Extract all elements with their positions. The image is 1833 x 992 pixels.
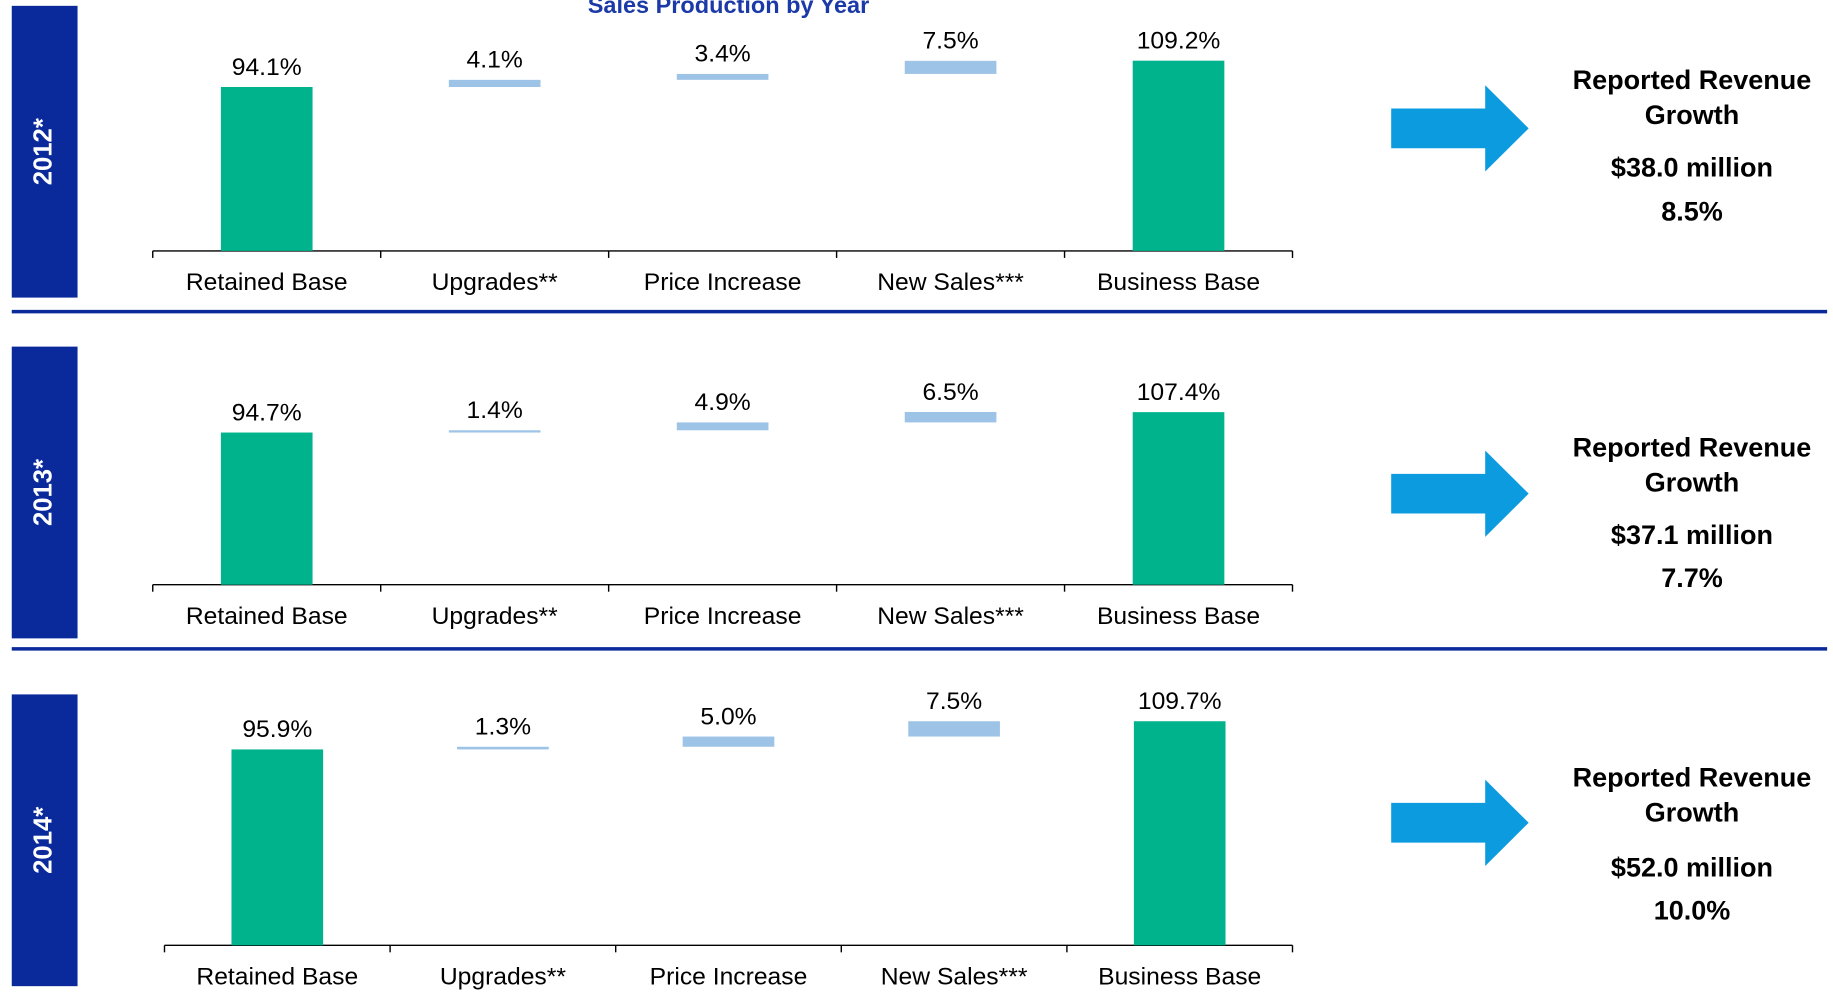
x-tick-label: Price Increase <box>644 603 802 630</box>
bar <box>682 736 775 747</box>
value-label: 4.9% <box>695 389 751 416</box>
x-tick-label: New Sales*** <box>877 603 1024 630</box>
annotation-percent: 10.0% <box>1654 896 1731 926</box>
bar <box>231 749 324 946</box>
value-label: 4.1% <box>467 47 523 74</box>
value-label: 109.2% <box>1137 28 1221 55</box>
bar <box>220 432 313 585</box>
value-label: 94.1% <box>232 54 302 81</box>
x-tick-label: Retained Base <box>186 603 348 630</box>
value-label: 5.0% <box>700 703 756 730</box>
annotation-heading: Reported Revenue <box>1573 65 1812 95</box>
x-tick-label: Price Increase <box>650 964 808 991</box>
bar <box>1133 721 1226 946</box>
arrow <box>1391 85 1529 172</box>
x-tick-label: Retained Base <box>186 269 348 296</box>
annotation-percent: 7.7% <box>1661 563 1723 593</box>
bar <box>1132 60 1225 251</box>
value-label: 1.4% <box>467 397 523 424</box>
annotation-heading: Growth <box>1645 467 1740 497</box>
annotation-percent: 8.5% <box>1661 197 1723 227</box>
value-label: 7.5% <box>926 688 982 715</box>
x-tick-label: Retained Base <box>196 964 358 991</box>
bar <box>220 86 313 251</box>
year-box <box>11 5 78 298</box>
x-tick-label: Upgrades** <box>432 603 559 630</box>
value-label: 94.7% <box>232 399 302 426</box>
annotation-heading: Reported Revenue <box>1573 432 1812 462</box>
x-tick-label: New Sales*** <box>877 269 1024 296</box>
bar <box>676 422 769 431</box>
x-tick-label: Business Base <box>1098 964 1261 991</box>
x-tick-label: Price Increase <box>644 269 802 296</box>
value-label: 95.9% <box>242 716 312 743</box>
bar <box>457 746 549 750</box>
year-label: 2014* <box>29 807 57 874</box>
chart-title: Sales Production by Year <box>588 0 870 18</box>
bar <box>904 411 997 423</box>
bar <box>1132 412 1225 585</box>
value-label: 107.4% <box>1137 379 1221 406</box>
annotation-heading: Growth <box>1645 100 1740 130</box>
year-label: 2013* <box>29 459 57 526</box>
x-tick-label: Business Base <box>1097 269 1260 296</box>
value-label: 7.5% <box>922 28 978 55</box>
x-tick-label: New Sales*** <box>881 964 1028 991</box>
value-label: 1.3% <box>475 714 531 741</box>
x-tick-label: Upgrades** <box>432 269 559 296</box>
annotation-heading: Growth <box>1645 798 1740 828</box>
year-box <box>11 694 78 987</box>
annotation-amount: $37.1 million <box>1611 520 1773 550</box>
arrow <box>1391 779 1529 866</box>
value-label: 3.4% <box>695 41 751 68</box>
year-box <box>11 346 78 639</box>
bar <box>908 721 1000 737</box>
value-label: 109.7% <box>1138 688 1222 715</box>
annotation-amount: $52.0 million <box>1611 853 1773 883</box>
bar <box>676 73 769 80</box>
bar <box>904 60 997 74</box>
bar <box>448 430 541 433</box>
year-label: 2012* <box>29 118 57 185</box>
annotation-amount: $38.0 million <box>1611 152 1773 182</box>
annotation-heading: Reported Revenue <box>1573 763 1812 793</box>
x-tick-label: Upgrades** <box>440 964 567 991</box>
value-label: 6.5% <box>922 379 978 406</box>
bar <box>448 79 541 87</box>
arrow <box>1391 450 1529 537</box>
x-tick-label: Business Base <box>1097 603 1260 630</box>
